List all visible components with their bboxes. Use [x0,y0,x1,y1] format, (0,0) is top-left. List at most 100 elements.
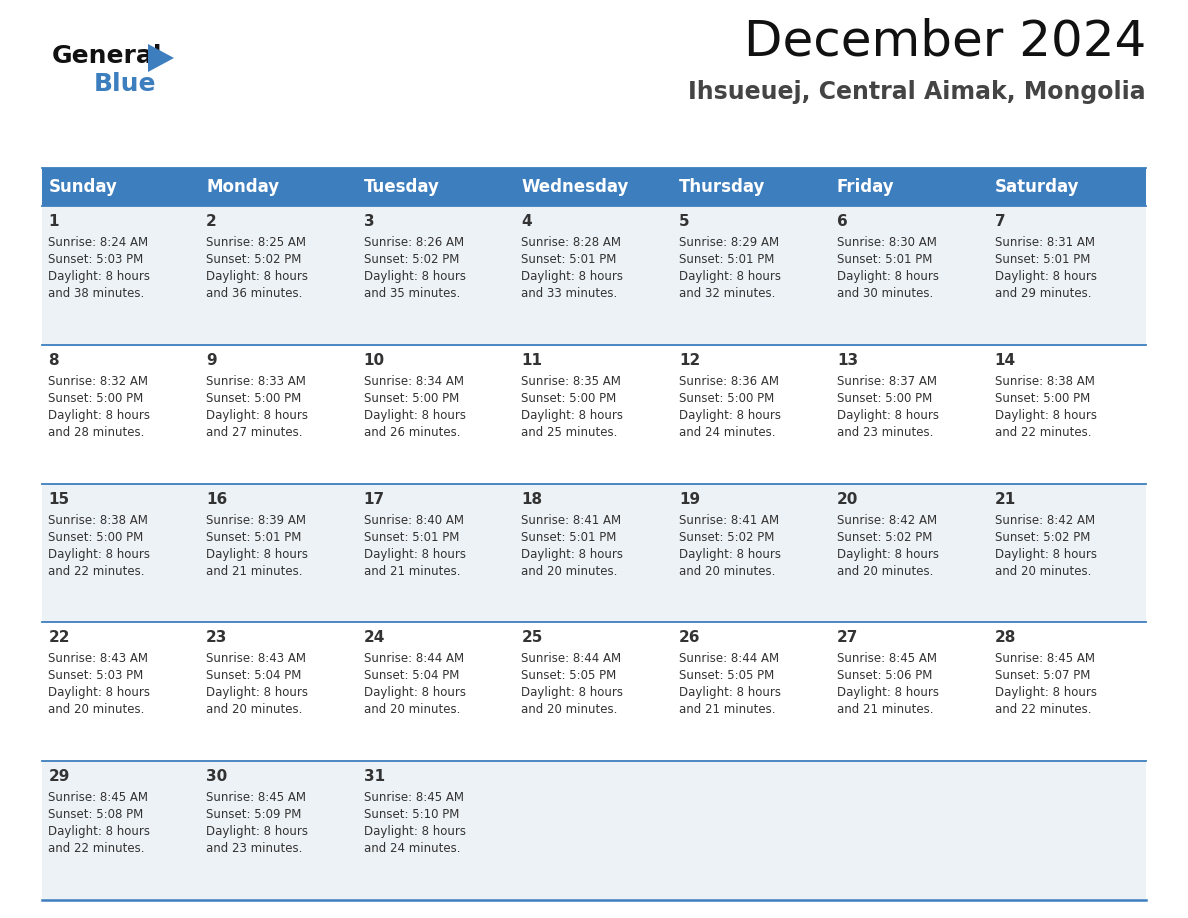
Text: Sunset: 5:01 PM: Sunset: 5:01 PM [836,253,933,266]
Text: Wednesday: Wednesday [522,178,628,196]
Text: Sunrise: 8:33 AM: Sunrise: 8:33 AM [206,375,305,387]
Text: and 20 minutes.: and 20 minutes. [994,565,1091,577]
Text: Sunset: 5:02 PM: Sunset: 5:02 PM [680,531,775,543]
Text: Sunday: Sunday [49,178,118,196]
Text: Daylight: 8 hours: Daylight: 8 hours [836,548,939,561]
Text: 14: 14 [994,353,1016,368]
Text: Daylight: 8 hours: Daylight: 8 hours [364,687,466,700]
Text: Tuesday: Tuesday [364,178,440,196]
Text: Daylight: 8 hours: Daylight: 8 hours [836,270,939,283]
Text: Sunset: 5:02 PM: Sunset: 5:02 PM [206,253,302,266]
Text: and 30 minutes.: and 30 minutes. [836,287,933,300]
Text: Sunrise: 8:40 AM: Sunrise: 8:40 AM [364,513,463,527]
Text: Daylight: 8 hours: Daylight: 8 hours [994,409,1097,421]
Text: Sunrise: 8:26 AM: Sunrise: 8:26 AM [364,236,463,249]
Text: 8: 8 [49,353,59,368]
Text: Sunrise: 8:42 AM: Sunrise: 8:42 AM [994,513,1094,527]
Text: Sunrise: 8:29 AM: Sunrise: 8:29 AM [680,236,779,249]
Text: 2: 2 [206,214,216,229]
Text: Sunset: 5:00 PM: Sunset: 5:00 PM [522,392,617,405]
Text: Daylight: 8 hours: Daylight: 8 hours [680,687,782,700]
Text: Sunset: 5:04 PM: Sunset: 5:04 PM [206,669,302,682]
Text: Sunset: 5:00 PM: Sunset: 5:00 PM [680,392,775,405]
Text: Daylight: 8 hours: Daylight: 8 hours [206,270,308,283]
Bar [42,484,1146,622]
Text: Daylight: 8 hours: Daylight: 8 hours [206,409,308,421]
Text: 19: 19 [680,492,700,507]
Text: Sunset: 5:01 PM: Sunset: 5:01 PM [994,253,1089,266]
Text: Sunrise: 8:36 AM: Sunrise: 8:36 AM [680,375,779,387]
Text: Sunrise: 8:44 AM: Sunrise: 8:44 AM [680,653,779,666]
Text: and 24 minutes.: and 24 minutes. [364,842,460,856]
Bar [42,345,1146,484]
Text: and 20 minutes.: and 20 minutes. [49,703,145,716]
Text: and 20 minutes.: and 20 minutes. [836,565,934,577]
Text: Sunset: 5:06 PM: Sunset: 5:06 PM [836,669,933,682]
Text: Sunrise: 8:43 AM: Sunrise: 8:43 AM [206,653,307,666]
Text: and 22 minutes.: and 22 minutes. [994,703,1091,716]
Text: and 21 minutes.: and 21 minutes. [364,565,460,577]
Text: Sunset: 5:09 PM: Sunset: 5:09 PM [206,808,302,822]
Bar [42,168,1146,206]
Bar [42,761,1146,900]
Text: Sunset: 5:00 PM: Sunset: 5:00 PM [994,392,1089,405]
Text: 3: 3 [364,214,374,229]
Text: Sunrise: 8:30 AM: Sunrise: 8:30 AM [836,236,937,249]
Text: and 32 minutes.: and 32 minutes. [680,287,776,300]
Text: December 2024: December 2024 [744,18,1146,66]
Text: Sunrise: 8:43 AM: Sunrise: 8:43 AM [49,653,148,666]
Text: and 20 minutes.: and 20 minutes. [206,703,303,716]
Polygon shape [148,44,173,72]
Text: Sunrise: 8:38 AM: Sunrise: 8:38 AM [49,513,148,527]
Text: Sunrise: 8:24 AM: Sunrise: 8:24 AM [49,236,148,249]
Text: and 29 minutes.: and 29 minutes. [994,287,1091,300]
Text: Sunrise: 8:44 AM: Sunrise: 8:44 AM [364,653,463,666]
Text: Daylight: 8 hours: Daylight: 8 hours [680,270,782,283]
Text: and 21 minutes.: and 21 minutes. [206,565,303,577]
Text: 31: 31 [364,769,385,784]
Text: Sunset: 5:01 PM: Sunset: 5:01 PM [364,531,459,543]
Text: Daylight: 8 hours: Daylight: 8 hours [49,409,151,421]
Text: Sunrise: 8:31 AM: Sunrise: 8:31 AM [994,236,1094,249]
Text: Daylight: 8 hours: Daylight: 8 hours [522,409,624,421]
Text: 28: 28 [994,631,1016,645]
Text: Daylight: 8 hours: Daylight: 8 hours [49,687,151,700]
Text: 5: 5 [680,214,690,229]
Text: Daylight: 8 hours: Daylight: 8 hours [994,270,1097,283]
Text: and 22 minutes.: and 22 minutes. [994,426,1091,439]
Text: Friday: Friday [836,178,895,196]
Text: Sunrise: 8:35 AM: Sunrise: 8:35 AM [522,375,621,387]
Text: 16: 16 [206,492,227,507]
Text: Daylight: 8 hours: Daylight: 8 hours [522,687,624,700]
Text: 21: 21 [994,492,1016,507]
Text: Sunset: 5:03 PM: Sunset: 5:03 PM [49,669,144,682]
Text: Sunset: 5:00 PM: Sunset: 5:00 PM [206,392,302,405]
Text: 29: 29 [49,769,70,784]
Text: and 25 minutes.: and 25 minutes. [522,426,618,439]
Text: 10: 10 [364,353,385,368]
Text: Sunrise: 8:38 AM: Sunrise: 8:38 AM [994,375,1094,387]
Text: Sunset: 5:01 PM: Sunset: 5:01 PM [522,253,617,266]
Text: Sunset: 5:00 PM: Sunset: 5:00 PM [836,392,933,405]
Text: Daylight: 8 hours: Daylight: 8 hours [206,825,308,838]
Text: Sunset: 5:01 PM: Sunset: 5:01 PM [522,531,617,543]
Text: and 28 minutes.: and 28 minutes. [49,426,145,439]
Text: Sunset: 5:02 PM: Sunset: 5:02 PM [836,531,933,543]
Text: Sunset: 5:02 PM: Sunset: 5:02 PM [364,253,459,266]
Text: and 26 minutes.: and 26 minutes. [364,426,460,439]
Text: Sunrise: 8:45 AM: Sunrise: 8:45 AM [994,653,1094,666]
Text: and 23 minutes.: and 23 minutes. [206,842,303,856]
Text: and 21 minutes.: and 21 minutes. [836,703,934,716]
Text: Sunset: 5:01 PM: Sunset: 5:01 PM [680,253,775,266]
Text: Daylight: 8 hours: Daylight: 8 hours [994,548,1097,561]
Text: Sunrise: 8:44 AM: Sunrise: 8:44 AM [522,653,621,666]
Text: 18: 18 [522,492,543,507]
Text: and 20 minutes.: and 20 minutes. [364,703,460,716]
Text: 15: 15 [49,492,69,507]
Text: 25: 25 [522,631,543,645]
Text: 23: 23 [206,631,227,645]
Text: Monday: Monday [206,178,279,196]
Text: Sunrise: 8:39 AM: Sunrise: 8:39 AM [206,513,307,527]
Text: 20: 20 [836,492,858,507]
Text: Daylight: 8 hours: Daylight: 8 hours [836,687,939,700]
